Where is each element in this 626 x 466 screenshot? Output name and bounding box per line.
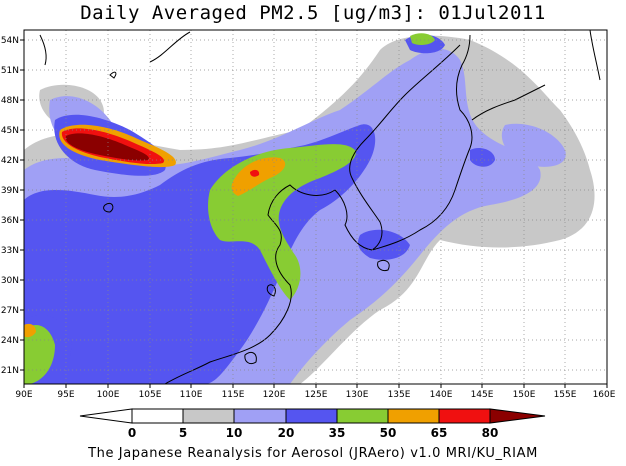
lat-label: 42N xyxy=(1,156,19,166)
lon-label: 120E xyxy=(263,390,286,400)
lat-label: 27N xyxy=(1,306,19,316)
lon-label: 150E xyxy=(513,390,536,400)
lat-label: 33N xyxy=(1,246,19,256)
lon-label: 155E xyxy=(554,390,577,400)
lon-label: 130E xyxy=(346,390,369,400)
colorbar-segment xyxy=(131,408,184,424)
colorbar-label: 65 xyxy=(431,426,448,440)
lon-label: 125E xyxy=(305,390,328,400)
coastlines xyxy=(39,30,601,384)
contour-50-65 xyxy=(231,157,286,196)
colorbar-right-arrow xyxy=(489,408,546,424)
colorbar-label: 20 xyxy=(278,426,295,440)
colorbar-segment xyxy=(285,408,338,424)
colorbar-label: 50 xyxy=(380,426,397,440)
lon-label: 145E xyxy=(471,390,494,400)
colorbar-label: 0 xyxy=(128,426,136,440)
lat-label: 51N xyxy=(1,66,19,76)
colorbar-segment xyxy=(387,408,440,424)
footer-credit: The Japanese Reanalysis for Aerosol (JRA… xyxy=(88,446,538,461)
lon-label: 95E xyxy=(57,390,74,400)
lon-label: 100E xyxy=(97,390,120,400)
lat-label: 30N xyxy=(1,276,19,286)
lat-label: 21N xyxy=(1,366,19,376)
colorbar-label: 80 xyxy=(482,426,499,440)
colorbar xyxy=(79,408,546,424)
lat-label: 45N xyxy=(1,126,19,136)
colorbar-segment xyxy=(336,408,389,424)
pm25-field xyxy=(24,33,595,384)
colorbar-label: 5 xyxy=(179,426,187,440)
map-title: Daily Averaged PM2.5 [ug/m3]: 01Jul2011 xyxy=(80,2,546,24)
lat-label: 54N xyxy=(1,36,19,46)
colorbar-label: 10 xyxy=(226,426,243,440)
colorbar-label: 35 xyxy=(329,426,346,440)
lat-label: 39N xyxy=(1,186,19,196)
lon-label: 115E xyxy=(222,390,245,400)
lon-label: 110E xyxy=(180,390,203,400)
map-grid xyxy=(24,30,607,384)
axis-ticks xyxy=(20,39,608,388)
lat-labels: 54N 51N 48N 45N 42N 39N 36N 33N 30N 27N … xyxy=(1,36,19,376)
lon-label: 90E xyxy=(15,390,32,400)
lon-label: 160E xyxy=(593,390,616,400)
colorbar-segment xyxy=(438,408,491,424)
colorbar-left-arrow xyxy=(79,408,133,424)
lon-labels: 90E 95E 100E 105E 110E 115E 120E 125E 13… xyxy=(15,390,615,400)
lon-label: 140E xyxy=(430,390,453,400)
lon-label: 135E xyxy=(388,390,411,400)
lon-label: 105E xyxy=(139,390,162,400)
contour-gt-80 xyxy=(65,133,149,161)
lat-label: 36N xyxy=(1,216,19,226)
colorbar-segment xyxy=(182,408,235,424)
lat-label: 24N xyxy=(1,336,19,346)
colorbar-segment xyxy=(233,408,287,424)
lat-label: 48N xyxy=(1,96,19,106)
colorbar-labels: 0 5 10 20 35 50 65 80 xyxy=(128,426,499,440)
